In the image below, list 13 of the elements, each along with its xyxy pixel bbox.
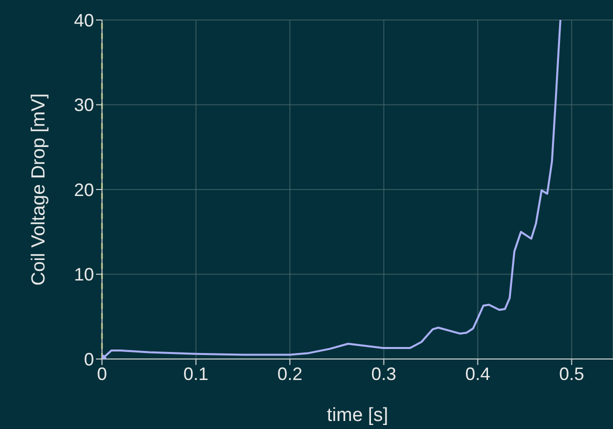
x-tick-label: 0.1 bbox=[183, 364, 208, 384]
y-tick-label: 40 bbox=[74, 10, 94, 30]
x-tick-label: 0.4 bbox=[465, 364, 490, 384]
y-axis-title: Coil Voltage Drop [mV] bbox=[28, 93, 50, 286]
y-tick-label: 20 bbox=[74, 180, 94, 200]
x-tick-label: 0 bbox=[96, 364, 108, 384]
x-tick-label: 0.3 bbox=[371, 364, 396, 384]
x-axis-title: time [s] bbox=[326, 405, 388, 426]
y-tick-label: 0 bbox=[84, 349, 94, 370]
y-tick-label: 10 bbox=[74, 264, 94, 285]
x-tick-label: 0.5 bbox=[559, 364, 584, 384]
x-tick-label: 0.2 bbox=[277, 364, 302, 384]
y-tick-label: 30 bbox=[74, 95, 94, 116]
